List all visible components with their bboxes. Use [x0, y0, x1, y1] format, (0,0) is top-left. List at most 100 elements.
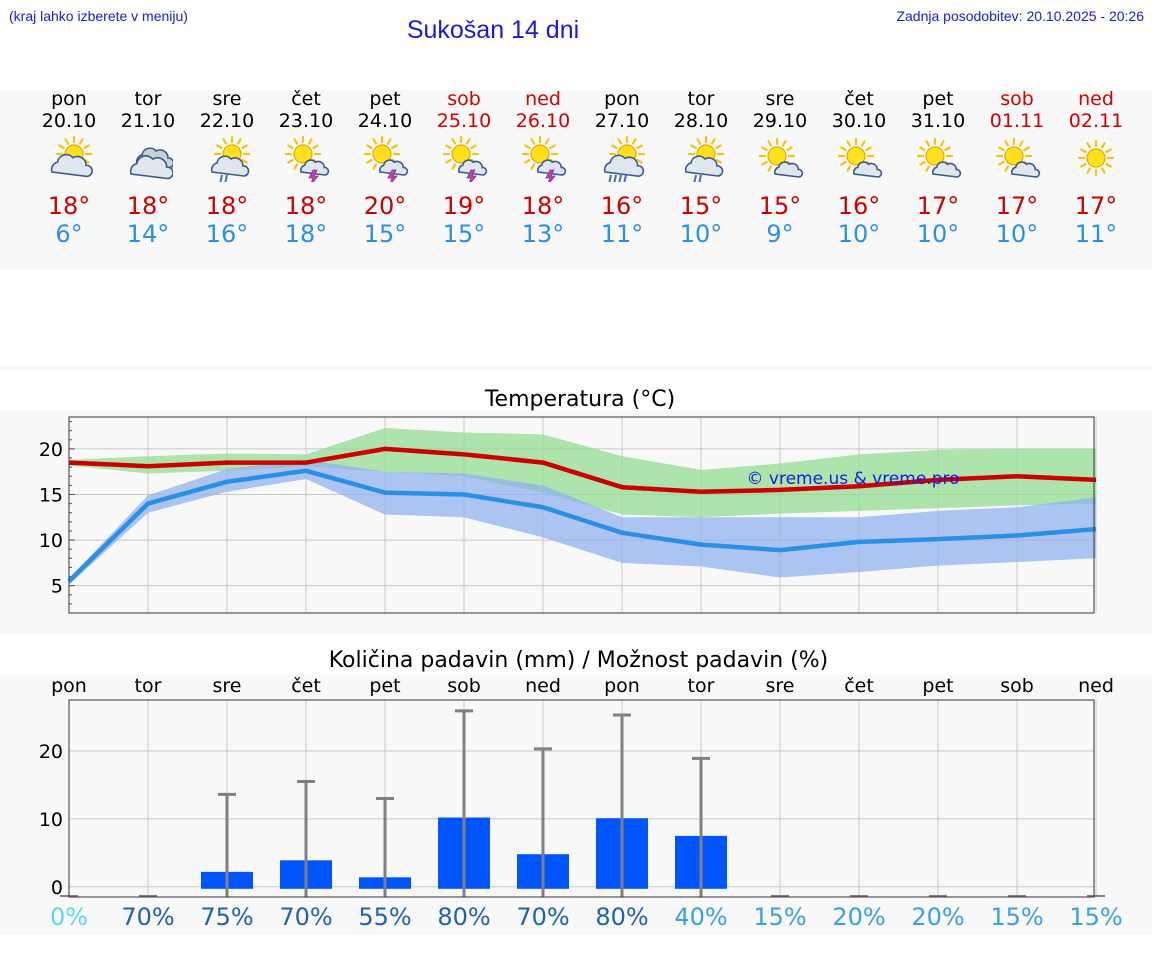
divider — [0, 365, 1152, 371]
x-tick-label: ned — [525, 675, 561, 697]
temperature-chart-title: Temperatura (°C) — [484, 387, 676, 412]
precipitation-probability: 70% — [121, 903, 175, 931]
forecast-day: pon 20.10 18° 6° — [31, 88, 107, 248]
forecast-day: sre 22.10 18° 16° — [189, 88, 265, 248]
sun-cloud-thunder-icon — [363, 136, 409, 182]
max-temperature: 17° — [995, 192, 1039, 220]
day-name: pon — [604, 88, 640, 110]
precipitation-probability: 40% — [674, 903, 728, 931]
x-tick-label: sre — [765, 675, 795, 697]
min-temperature: 11° — [1074, 220, 1118, 248]
max-temperature: 15° — [679, 192, 723, 220]
forecast-day: sob 01.11 17° 10° — [979, 88, 1055, 248]
day-name: sre — [212, 88, 242, 110]
min-temperature: 9° — [766, 220, 794, 248]
forecast-day: sre 29.10 15° 9° — [742, 88, 818, 248]
x-tick-label: čet — [844, 675, 874, 697]
x-tick-label: tor — [687, 675, 715, 697]
x-tick-label: pon — [604, 675, 640, 697]
sun-cloud-light-rain-icon — [210, 136, 251, 182]
x-tick-label: pet — [922, 675, 954, 697]
min-temperature: 10° — [995, 220, 1039, 248]
sun-cloud-thunder-icon — [521, 136, 567, 182]
series-line-min — [67, 468, 1097, 583]
precipitation-probability: 80% — [437, 903, 491, 931]
max-temperature: 20° — [363, 192, 407, 220]
min-temperature: 10° — [679, 220, 723, 248]
min-temperature: 13° — [521, 220, 565, 248]
forecast-day: pet 31.10 17° 10° — [900, 88, 976, 248]
precipitation-probability: 15% — [753, 903, 807, 931]
precipitation-probability: 70% — [279, 903, 333, 931]
max-temperature: 18° — [205, 192, 249, 220]
precipitation-probability: 70% — [516, 903, 570, 931]
forecast-day: tor 21.10 18° 14° — [110, 88, 186, 248]
partly-cloudy-icon — [50, 136, 93, 178]
day-name: tor — [687, 88, 715, 110]
max-temperature: 17° — [916, 192, 960, 220]
forecast-day: ned 02.11 17° 11° — [1058, 88, 1134, 248]
y-tick-label: 10 — [39, 530, 63, 552]
day-date: 22.10 — [199, 110, 255, 132]
y-tick-label: 20 — [39, 741, 63, 763]
day-name: čet — [291, 88, 321, 110]
day-name: sre — [765, 88, 795, 110]
precipitation-probability: 20% — [832, 903, 886, 931]
x-tick-label: tor — [134, 675, 162, 697]
max-temperature: 18° — [126, 192, 170, 220]
max-temperature: 16° — [600, 192, 644, 220]
sun-cloud-thunder-icon — [442, 136, 488, 182]
day-date: 25.10 — [436, 110, 492, 132]
day-date: 02.11 — [1068, 110, 1124, 132]
precipitation-probability: 75% — [200, 903, 254, 931]
cloudy-icon — [129, 147, 173, 180]
min-temperature: 11° — [600, 220, 644, 248]
min-temperature: 16° — [205, 220, 249, 248]
max-temperature: 15° — [758, 192, 802, 220]
max-temperature: 18° — [521, 192, 565, 220]
precipitation-chart-title: Količina padavin (mm) / Možnost padavin … — [328, 648, 829, 673]
precipitation-probability: 20% — [911, 903, 965, 931]
page-title: Sukošan 14 dni — [406, 16, 580, 44]
day-name: sob — [447, 88, 481, 110]
plot-area — [69, 700, 1094, 897]
min-temperature: 15° — [363, 220, 407, 248]
mostly-sunny-icon — [916, 137, 962, 178]
day-name: ned — [1078, 88, 1114, 110]
forecast-day: pon 27.10 16° 11° — [584, 88, 660, 248]
day-name: pet — [369, 88, 401, 110]
forecast-day: čet 30.10 16° 10° — [821, 88, 897, 248]
watermark: © vreme.us & vreme.pro — [746, 469, 959, 489]
day-date: 01.11 — [989, 110, 1045, 132]
forecast-day: ned 26.10 18° 13° — [505, 88, 581, 248]
precipitation-chart: 0 10 20 — [39, 699, 1105, 899]
sunny-icon — [1077, 139, 1115, 177]
day-date: 20.10 — [41, 110, 97, 132]
day-name: sob — [1000, 88, 1034, 110]
max-temperature: 16° — [837, 192, 881, 220]
plot-frame — [68, 416, 1095, 614]
x-tick-label: čet — [291, 675, 321, 697]
x-tick-label: pet — [369, 675, 401, 697]
sun-cloud-light-rain-icon — [684, 136, 725, 182]
day-date: 30.10 — [831, 110, 887, 132]
x-tick-label: pon — [51, 675, 87, 697]
mostly-sunny-icon — [837, 137, 883, 178]
temperature-chart: 5 10 15 20 © vreme.us & vreme.pro — [39, 416, 1097, 614]
max-temperature: 18° — [47, 192, 91, 220]
precipitation-probability: 80% — [595, 903, 649, 931]
y-tick-label: 10 — [39, 809, 63, 831]
day-name: pon — [51, 88, 87, 110]
min-temperature: 15° — [442, 220, 486, 248]
forecast-day: čet 23.10 18° 18° — [268, 88, 344, 248]
day-name: pet — [922, 88, 954, 110]
forecast-day: tor 28.10 15° 10° — [663, 88, 739, 248]
max-temperature: 19° — [442, 192, 486, 220]
min-temperature: 18° — [284, 220, 328, 248]
day-date: 21.10 — [120, 110, 176, 132]
precipitation-probability: 0% — [49, 903, 89, 931]
forecast-strip — [0, 90, 1152, 270]
precipitation-probability: 15% — [1069, 903, 1123, 931]
plot-frame — [68, 699, 1095, 898]
day-date: 27.10 — [594, 110, 650, 132]
